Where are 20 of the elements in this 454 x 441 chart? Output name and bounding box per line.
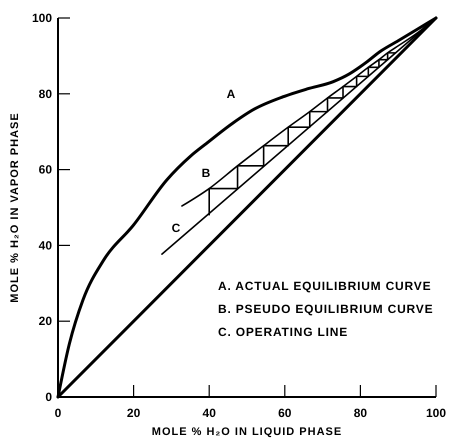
annotation: C. OPERATING LINE bbox=[218, 325, 348, 339]
x-tick-label: 60 bbox=[278, 406, 292, 420]
y-tick-label: 60 bbox=[38, 162, 52, 177]
x-tick-label: 100 bbox=[426, 406, 446, 420]
y-tick-label: 0 bbox=[45, 390, 52, 404]
y-tick-label: 40 bbox=[38, 238, 52, 252]
y-axis-title: MOLE % H₂O IN VAPOR PHASE bbox=[9, 112, 21, 303]
annotation: A bbox=[226, 87, 236, 101]
y-tick-label: 20 bbox=[38, 314, 52, 328]
annotation: A. ACTUAL EQUILIBRIUM CURVE bbox=[218, 279, 432, 293]
annotation: B. PSEUDO EQUILIBRIUM CURVE bbox=[218, 302, 434, 316]
x-tick-label: 0 bbox=[54, 406, 62, 420]
y-tick-label: 100 bbox=[32, 11, 52, 25]
x-tick-label: 20 bbox=[126, 406, 141, 420]
x-tick-label: 40 bbox=[202, 406, 216, 420]
y-tick-label: 80 bbox=[38, 86, 52, 101]
annotation: B bbox=[202, 166, 211, 180]
x-axis-title: MOLE % H₂O IN LIQUID PHASE bbox=[152, 426, 342, 438]
x-tick-label: 80 bbox=[354, 406, 368, 420]
annotation: C bbox=[172, 221, 181, 235]
